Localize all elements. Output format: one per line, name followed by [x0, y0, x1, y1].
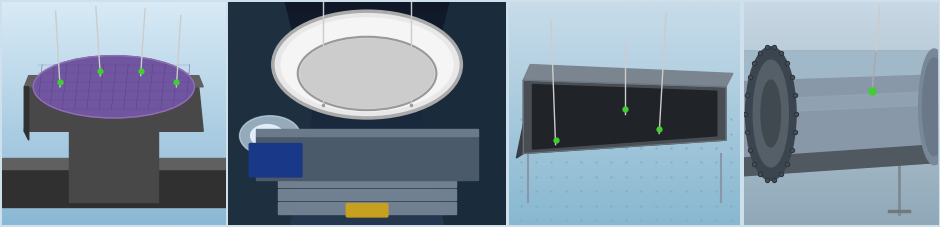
- Ellipse shape: [281, 18, 453, 111]
- Polygon shape: [256, 129, 478, 136]
- Ellipse shape: [761, 80, 780, 147]
- Ellipse shape: [251, 125, 284, 147]
- Polygon shape: [744, 51, 938, 176]
- Polygon shape: [423, 2, 506, 225]
- Ellipse shape: [33, 56, 195, 118]
- Polygon shape: [278, 176, 456, 187]
- Polygon shape: [228, 2, 312, 225]
- Polygon shape: [532, 85, 717, 149]
- Ellipse shape: [918, 49, 940, 165]
- Polygon shape: [65, 91, 163, 102]
- FancyBboxPatch shape: [346, 204, 388, 217]
- Ellipse shape: [301, 39, 433, 108]
- Polygon shape: [24, 87, 29, 140]
- Polygon shape: [2, 158, 226, 169]
- Polygon shape: [256, 136, 478, 180]
- Polygon shape: [278, 189, 456, 200]
- Ellipse shape: [298, 37, 436, 110]
- Polygon shape: [524, 64, 733, 87]
- Polygon shape: [69, 102, 159, 202]
- Ellipse shape: [753, 60, 789, 167]
- FancyBboxPatch shape: [249, 143, 302, 177]
- Ellipse shape: [745, 47, 796, 180]
- Ellipse shape: [273, 11, 462, 118]
- Polygon shape: [516, 69, 540, 158]
- Polygon shape: [24, 76, 203, 87]
- Polygon shape: [24, 87, 203, 131]
- Polygon shape: [744, 51, 938, 80]
- Ellipse shape: [922, 58, 940, 156]
- Polygon shape: [744, 145, 938, 176]
- Polygon shape: [744, 91, 938, 114]
- Polygon shape: [278, 202, 456, 214]
- Polygon shape: [2, 169, 226, 207]
- Polygon shape: [524, 80, 726, 153]
- Ellipse shape: [240, 116, 301, 156]
